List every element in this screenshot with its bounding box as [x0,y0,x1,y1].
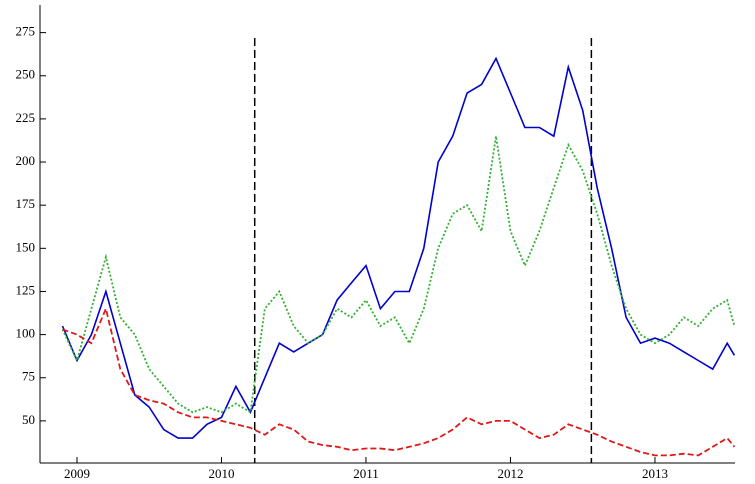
x-tick-label: 2013 [642,466,668,481]
y-tick-label: 150 [16,239,36,254]
y-tick-label: 125 [16,282,36,297]
y-tick-label: 225 [16,110,36,125]
series-line [62,305,736,457]
series-line [61,56,736,439]
y-tick-label: 275 [16,24,36,39]
y-tick-label: 175 [16,196,36,211]
x-tick-label: 2009 [64,466,90,481]
y-tick-label: 250 [16,67,36,82]
y-tick-label: 75 [22,369,35,384]
y-tick-label: 50 [22,412,35,427]
x-tick-label: 2010 [208,466,234,481]
y-tick-label: 200 [16,153,36,168]
x-tick-label: 2012 [497,466,523,481]
x-tick-label: 2011 [353,466,379,481]
y-tick-label: 100 [16,326,36,341]
series-line [61,136,736,414]
